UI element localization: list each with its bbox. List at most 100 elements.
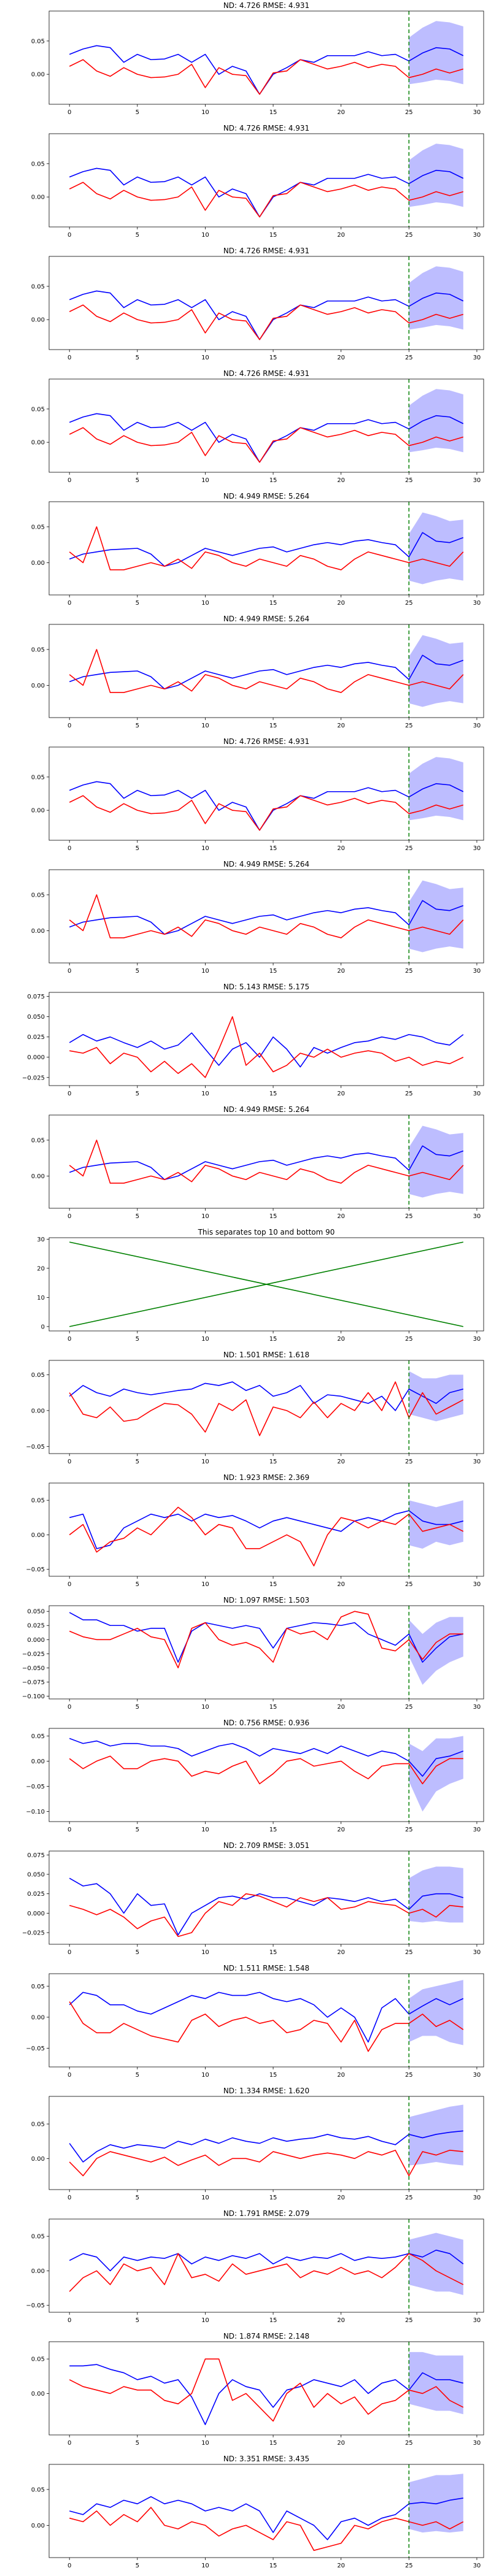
actual-series-line xyxy=(69,2507,464,2551)
y-tick-label: 0.05 xyxy=(31,892,45,899)
x-tick-label: 15 xyxy=(269,1213,277,1220)
chart-panel: This separates top 10 and bottom 90 0 5 10 1… xyxy=(37,1228,484,1343)
x-tick-label: 10 xyxy=(201,968,209,975)
x-tick-label: 0 xyxy=(68,600,71,607)
x-tick-label: 10 xyxy=(201,109,209,116)
prediction-interval-band xyxy=(409,2104,463,2166)
x-tick-label: 15 xyxy=(269,477,277,484)
x-tick-label: 15 xyxy=(269,109,277,116)
actual-series-line xyxy=(69,427,464,463)
x-tick-label: 30 xyxy=(473,723,481,729)
x-tick-label: 25 xyxy=(405,232,413,239)
chart-panel: ND: 4.726 RMSE: 4.931 0 5 10 15 20 25 30 0.00 0.0… xyxy=(31,1,484,116)
x-tick-label: 10 xyxy=(201,232,209,239)
actual-series-line xyxy=(69,526,464,570)
x-tick-label: 30 xyxy=(473,1459,481,1465)
x-tick-label: 10 xyxy=(201,1091,209,1097)
x-tick-label: 5 xyxy=(136,1213,139,1220)
y-tick-label: 0.00 xyxy=(31,1532,45,1539)
x-tick-label: 20 xyxy=(337,1704,345,1711)
x-tick-label: 10 xyxy=(201,1827,209,1833)
prediction-interval-band xyxy=(409,21,463,85)
x-tick-label: 25 xyxy=(405,477,413,484)
x-tick-label: 5 xyxy=(136,723,139,729)
chart-title: ND: 0.756 RMSE: 0.936 xyxy=(223,1719,309,1727)
x-tick-label: 5 xyxy=(136,1827,139,1833)
axes-frame xyxy=(48,1850,484,1945)
chart-title: ND: 4.726 RMSE: 4.931 xyxy=(223,124,309,132)
chart-panel: ND: 1.334 RMSE: 1.620 0 5 10 15 20 25 30 0.00 0.0… xyxy=(31,2087,484,2201)
x-tick-label: 0 xyxy=(68,1704,71,1711)
x-tick-label: 20 xyxy=(337,1336,345,1343)
y-tick-label: 0.05 xyxy=(31,2234,45,2241)
axes-frame xyxy=(48,2341,484,2436)
x-tick-label: 0 xyxy=(68,1581,71,1588)
x-tick-label: 25 xyxy=(405,1949,413,1956)
x-tick-label: 25 xyxy=(405,2317,413,2324)
y-tick-label: 0.00 xyxy=(31,2014,45,2021)
x-tick-label: 5 xyxy=(136,1459,139,1465)
y-tick-label: 0.00 xyxy=(31,928,45,935)
y-tick-label: 0.050 xyxy=(27,1609,45,1616)
y-tick-label: 0.025 xyxy=(27,1034,45,1041)
chart-panel: ND: 3.351 RMSE: 3.435 0 5 10 15 20 25 30 0.00 0.0… xyxy=(31,2455,484,2569)
chart-panel: ND: 4.726 RMSE: 4.931 0 5 10 15 20 25 30 0.00 0.0… xyxy=(31,247,484,361)
x-tick-label: 10 xyxy=(201,355,209,361)
chart-panel: ND: 4.949 RMSE: 5.264 0 5 10 15 20 25 30 0.00 0.0… xyxy=(31,615,484,729)
y-tick-label: 0.00 xyxy=(31,808,45,815)
x-tick-label: 25 xyxy=(405,1213,413,1220)
actual-series-line xyxy=(69,2253,464,2292)
chart-panel: ND: 4.949 RMSE: 5.264 0 5 10 15 20 25 30 0.00 0.0… xyxy=(31,492,484,607)
x-tick-label: 20 xyxy=(337,232,345,239)
x-tick-label: 30 xyxy=(473,600,481,607)
x-tick-label: 5 xyxy=(136,968,139,975)
y-tick-label: −0.05 xyxy=(26,2045,45,2052)
chart-title: ND: 4.949 RMSE: 5.264 xyxy=(223,492,309,500)
x-tick-label: 10 xyxy=(201,2072,209,2079)
chart-panel: ND: 0.756 RMSE: 0.936 0 5 10 15 20 25 30 −0.10 −0… xyxy=(26,1719,484,1833)
predicted-series-line xyxy=(69,532,464,567)
x-tick-label: 15 xyxy=(269,2317,277,2324)
predicted-series-line xyxy=(69,1612,463,1663)
chart-panel: ND: 1.511 RMSE: 1.548 0 5 10 15 20 25 30 −0.05 0.… xyxy=(26,1964,484,2079)
y-tick-label: 0.05 xyxy=(31,1498,45,1505)
prediction-interval-band xyxy=(409,757,463,821)
x-tick-label: 15 xyxy=(269,600,277,607)
x-tick-label: 25 xyxy=(405,968,413,975)
x-tick-label: 5 xyxy=(136,1581,139,1588)
chart-title: ND: 4.726 RMSE: 4.931 xyxy=(223,737,309,746)
y-tick-label: 0.025 xyxy=(27,1891,45,1898)
y-tick-label: 0.00 xyxy=(31,194,45,201)
x-tick-label: 0 xyxy=(68,232,71,239)
x-tick-label: 25 xyxy=(405,109,413,116)
x-tick-label: 20 xyxy=(337,477,345,484)
prediction-interval-band xyxy=(409,266,463,330)
x-tick-label: 25 xyxy=(405,2563,413,2569)
y-tick-label: −0.050 xyxy=(22,1665,45,1672)
predicted-series-line xyxy=(69,1381,464,1411)
axes-frame xyxy=(48,1728,484,1822)
x-tick-label: 15 xyxy=(269,1336,277,1343)
x-tick-label: 30 xyxy=(473,1704,481,1711)
y-tick-label: 0.050 xyxy=(27,1014,45,1021)
x-tick-label: 15 xyxy=(269,1949,277,1956)
y-tick-label: 0.05 xyxy=(31,38,45,45)
axes-frame xyxy=(48,1360,484,1454)
y-tick-label: 0.050 xyxy=(27,1872,45,1879)
x-tick-label: 30 xyxy=(473,2317,481,2324)
x-tick-label: 25 xyxy=(405,2440,413,2447)
x-tick-label: 0 xyxy=(68,2563,71,2569)
x-tick-label: 5 xyxy=(136,600,139,607)
y-tick-label: −0.05 xyxy=(26,2302,45,2309)
y-tick-label: 0.000 xyxy=(27,1911,45,1917)
prediction-interval-band xyxy=(409,1125,463,1198)
chart-title: ND: 4.726 RMSE: 4.931 xyxy=(223,369,309,378)
x-tick-label: 10 xyxy=(201,723,209,729)
x-tick-label: 5 xyxy=(136,477,139,484)
x-tick-label: 5 xyxy=(136,2563,139,2569)
prediction-interval-band xyxy=(409,512,463,585)
x-tick-label: 20 xyxy=(337,1091,345,1097)
y-tick-label: 0.075 xyxy=(27,1852,45,1859)
chart-panel: ND: 4.949 RMSE: 5.264 0 5 10 15 20 25 30 0.00 0.0… xyxy=(31,1105,484,1220)
